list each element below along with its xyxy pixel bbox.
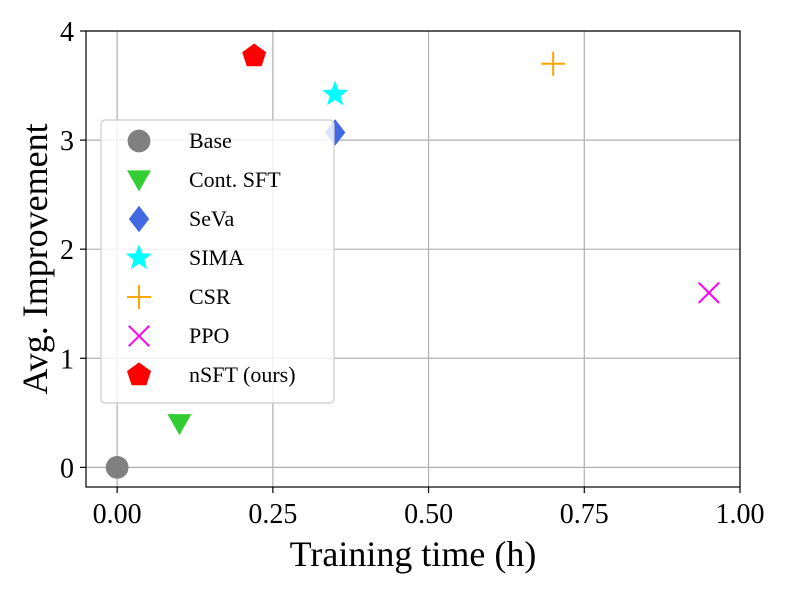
y-tick-label: 1 — [60, 344, 74, 375]
legend-marker-sima — [125, 244, 153, 270]
y-axis-title: Avg. Improvement — [15, 123, 55, 394]
legend-label-cont-sft: Cont. SFT — [189, 167, 281, 192]
plot-frame — [85, 30, 741, 488]
legend-marker-nsft-ours — [127, 362, 151, 386]
legend-label-sima: SIMA — [189, 245, 244, 270]
x-tick-label: 0.50 — [404, 499, 453, 530]
legend-label-nsft-ours: nSFT (ours) — [189, 362, 296, 387]
legend-label-seva: SeVa — [189, 206, 234, 231]
point-cont-sft — [167, 414, 192, 436]
point-nsft-ours — [242, 43, 267, 67]
point-base — [105, 455, 129, 479]
legend-box — [100, 119, 335, 404]
legend-marker-csr — [127, 285, 151, 309]
point-csr — [541, 51, 566, 76]
legend-marker-base — [127, 129, 151, 153]
x-tick-label: 1.00 — [716, 499, 765, 530]
x-tick-label: 0.25 — [248, 499, 297, 530]
legend-label-ppo: PPO — [189, 323, 229, 348]
legend-label-csr: CSR — [189, 284, 231, 309]
point-ppo — [697, 281, 720, 304]
x-axis-title: Training time (h) — [290, 534, 537, 574]
x-tick-label: 0.00 — [93, 499, 142, 530]
legend-label-base: Base — [189, 128, 232, 153]
y-tick-label: 4 — [60, 17, 74, 48]
x-tick-label: 0.75 — [560, 499, 609, 530]
legend-marker-seva — [128, 205, 150, 233]
y-tick-label: 0 — [60, 453, 74, 484]
y-tick-label: 3 — [60, 126, 74, 157]
axis-ticks: 0.00 0.25 0.50 0.75 1.00 0 1 2 3 4 — [60, 17, 765, 530]
legend-marker-ppo — [128, 325, 150, 347]
y-tick-label: 2 — [60, 235, 74, 266]
legend: Base Cont. SFT SeVa SIMA CSR PPO nSFT (ours) — [100, 119, 335, 404]
point-sima — [322, 80, 349, 106]
legend-marker-cont-sft — [127, 170, 151, 192]
